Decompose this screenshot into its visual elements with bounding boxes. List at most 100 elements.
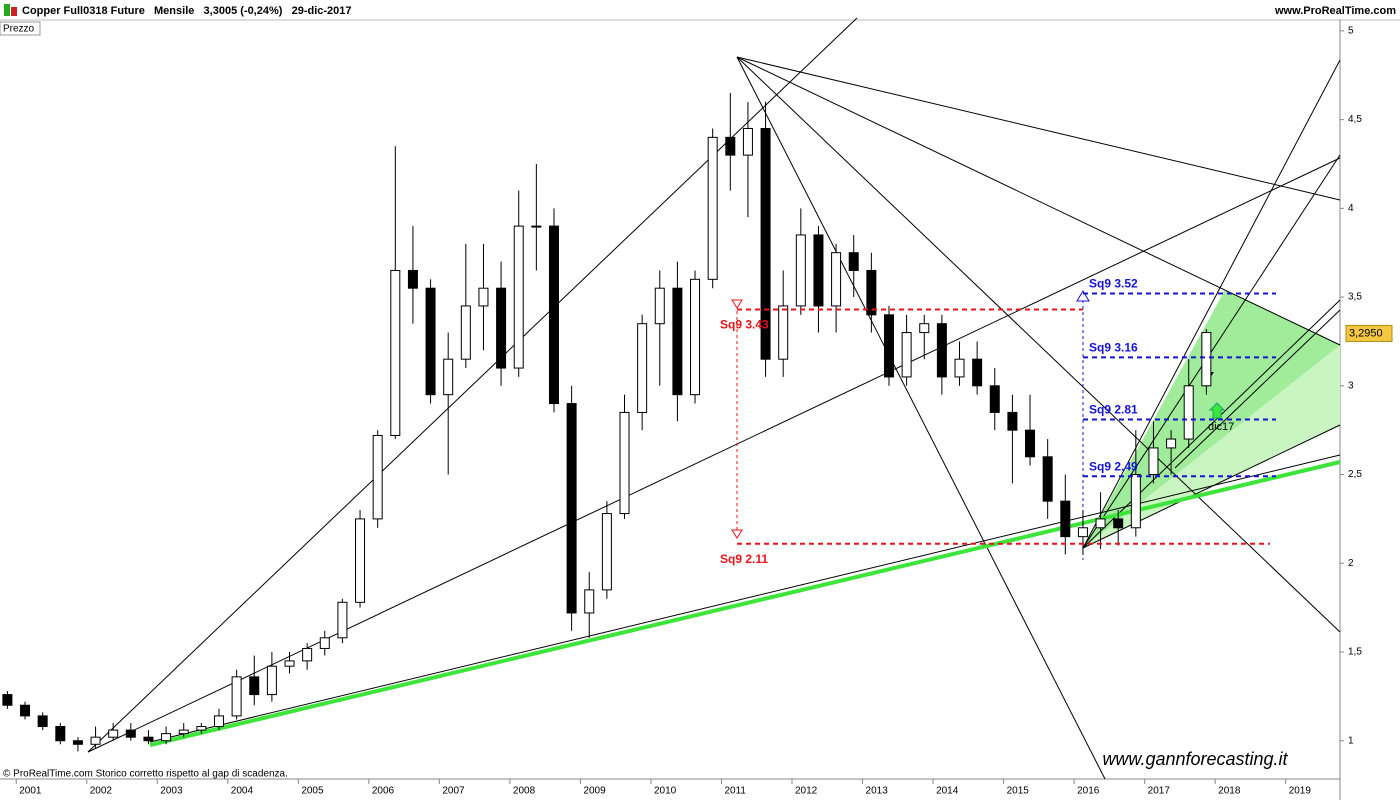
candle-body [778, 305, 789, 360]
x-tick-label: 2004 [231, 786, 254, 797]
level-label: Sq9 3.43 [720, 318, 769, 332]
candle-body [1025, 429, 1036, 458]
gann-line [736, 56, 1341, 201]
candle-body [601, 513, 612, 591]
candle-body [1166, 438, 1177, 449]
source: www.ProRealTime.com [1274, 5, 1396, 17]
candle-body [795, 234, 806, 307]
candle-body [883, 314, 894, 378]
candle-body [954, 358, 965, 378]
level-label: Sq9 2.49 [1089, 459, 1138, 473]
gann-line [149, 454, 1341, 743]
level-label: Sq9 3.16 [1089, 341, 1138, 355]
x-tick-label: 2015 [1007, 786, 1030, 797]
x-tick-label: 2008 [513, 786, 536, 797]
blue-triangle [1076, 290, 1090, 302]
candle-body [672, 287, 683, 396]
y-tick-label: 3,5 [1348, 292, 1362, 303]
green-trendline [149, 460, 1341, 747]
candle-body [460, 305, 471, 360]
candle-body [760, 127, 771, 360]
candle-body [108, 729, 119, 738]
y-tick-label: 4,5 [1348, 114, 1362, 125]
candle-body [337, 601, 348, 639]
x-tick-label: 2003 [160, 786, 183, 797]
x-tick-label: 2012 [795, 786, 818, 797]
candle-body [496, 287, 507, 369]
candle-body [20, 704, 31, 717]
candle-body [1183, 385, 1194, 440]
x-tick-label: 2018 [1218, 786, 1241, 797]
x-tick-label: 2011 [724, 786, 746, 797]
candle-body [584, 589, 595, 614]
last-price-label: 3,2950 [1349, 327, 1383, 339]
level-label: Sq9 3.52 [1089, 277, 1138, 291]
candle-body [372, 434, 383, 520]
candle-body [637, 323, 648, 413]
candle-body [478, 287, 489, 307]
candle-body [407, 269, 418, 289]
y-tick-label: 1,5 [1348, 647, 1362, 658]
gann-line [87, 157, 1341, 753]
candle-body [2, 694, 13, 706]
y-tick-label: 5 [1348, 26, 1354, 37]
y-tick-label: 4 [1348, 203, 1354, 214]
candle-body [37, 715, 48, 728]
candle-body [125, 729, 136, 738]
x-tick-label: 2006 [372, 786, 395, 797]
gann-line [736, 56, 1341, 633]
candle-body [1201, 332, 1212, 387]
last-price-box [1345, 324, 1393, 342]
candle-body [302, 647, 313, 662]
candle-body [319, 637, 330, 649]
candle-body [266, 665, 277, 696]
candle-body [72, 740, 83, 745]
candle-body [355, 518, 366, 603]
gann-line [1082, 299, 1341, 549]
candle-body [55, 726, 66, 742]
x-tick-label: 2009 [583, 786, 606, 797]
candle-body [178, 729, 189, 735]
candle-body [690, 278, 701, 396]
candle-body [813, 234, 824, 307]
candle-body [831, 252, 842, 307]
watermark: www.gannforecasting.it [1102, 749, 1288, 769]
candle-body [196, 726, 207, 731]
candle-body [901, 332, 912, 378]
level-label: Sq9 2.11 [720, 552, 768, 566]
candle-body [390, 269, 401, 436]
gann-line [1082, 154, 1341, 549]
candle-body [742, 127, 753, 156]
candle-body [848, 252, 859, 271]
candle-body [566, 403, 577, 614]
x-tick-label: 2017 [1148, 786, 1171, 797]
candle-body [1077, 527, 1088, 538]
level-label: Sq9 2.81 [1089, 403, 1138, 417]
candle-body [725, 136, 736, 156]
candle-body [1060, 500, 1071, 538]
candle-body [425, 287, 436, 396]
panel-label: Prezzo [3, 24, 35, 35]
candle-body [443, 358, 454, 396]
gann-line [736, 56, 1106, 780]
candle-body [654, 287, 665, 325]
candle-body [90, 736, 101, 745]
candle-body [1095, 518, 1106, 529]
candle-body [231, 676, 242, 717]
gann-line [1174, 309, 1341, 469]
arrow [1208, 402, 1226, 419]
candle-body [936, 323, 947, 378]
candle-body [143, 736, 154, 742]
candle-body [161, 733, 172, 742]
y-tick-label: 2,5 [1348, 469, 1362, 480]
header-icon [11, 7, 17, 16]
candle-body [213, 715, 224, 728]
marker-label: dic17 [1208, 421, 1234, 433]
gann-line [736, 56, 1341, 346]
y-tick-label: 3 [1348, 380, 1354, 391]
x-tick-label: 2013 [866, 786, 889, 797]
candle-body [619, 411, 630, 515]
candle-body [1130, 474, 1141, 529]
